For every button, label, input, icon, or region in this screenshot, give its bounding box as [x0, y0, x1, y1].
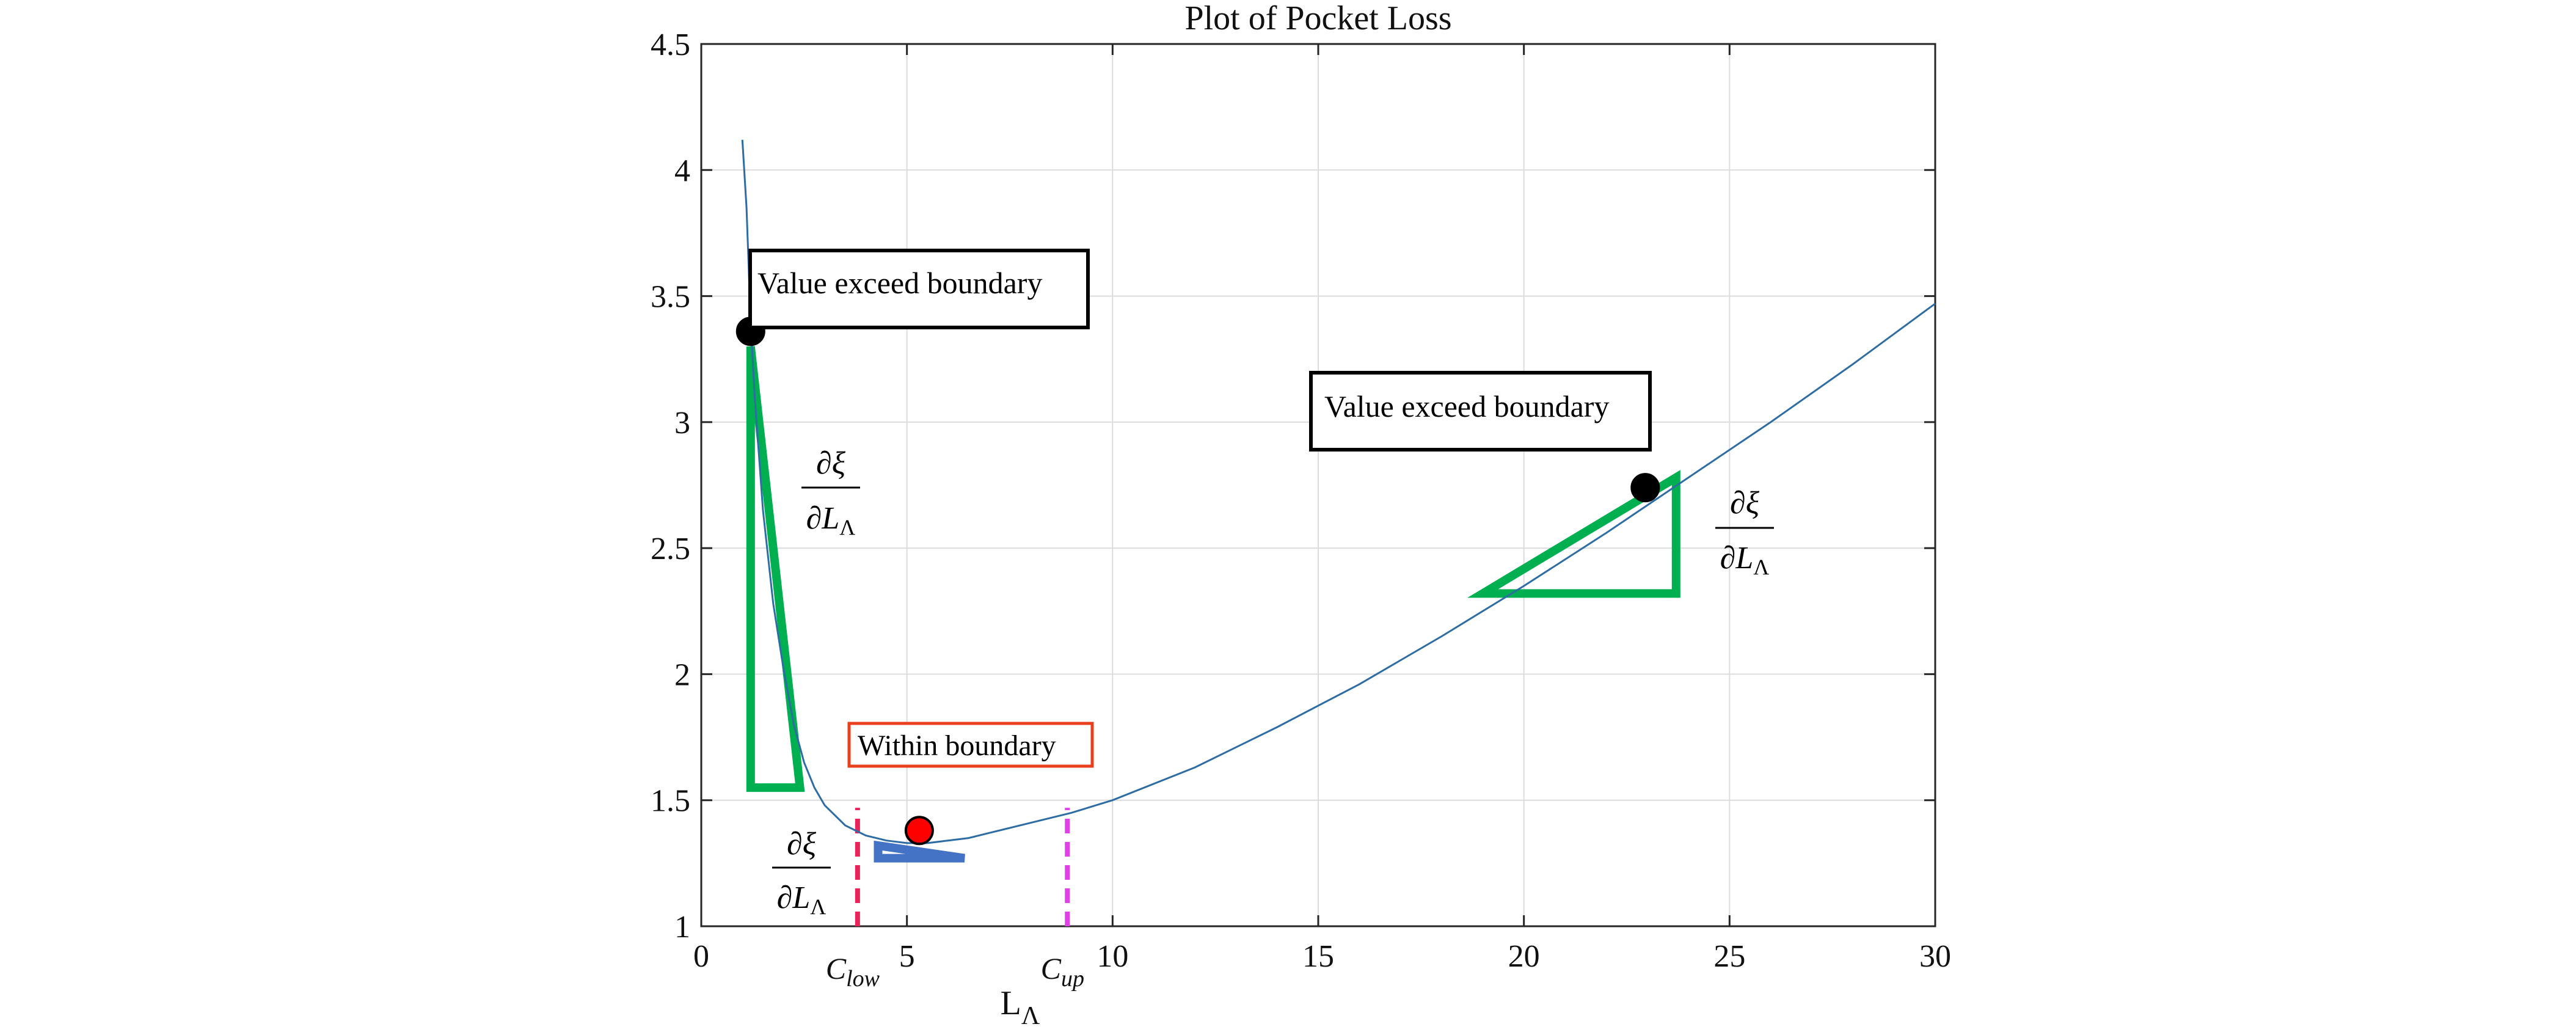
y-tick-label: 2 — [674, 657, 690, 692]
derivative-label-right: ∂ξ ∂LΛ — [1715, 486, 1774, 579]
x-tick-label: 30 — [1919, 939, 1951, 974]
y-tick-label: 4 — [674, 153, 690, 188]
x-tick-label: 0 — [693, 939, 709, 974]
axis-ticks: 0 5 10 15 20 25 30 1 1.5 2 2.5 3 3.5 4 4.5 — [651, 27, 1951, 974]
y-tick-label: 3.5 — [651, 280, 690, 315]
x-axis-label: LΛ — [1001, 984, 1040, 1030]
annotation-within-text: Within boundary — [858, 730, 1056, 762]
x-tick-label: 25 — [1713, 939, 1745, 974]
slope-triangle-1 — [746, 346, 805, 792]
derivative-left-numerator: ∂ξ — [816, 446, 846, 481]
y-tick-label: 3 — [674, 406, 690, 441]
annotation-left-text: Value exceed boundary — [757, 266, 1042, 300]
loss-curve — [741, 139, 1936, 844]
annotation-box-right: Value exceed boundary — [1309, 371, 1652, 452]
x-tick-label: 20 — [1508, 939, 1540, 974]
y-tick-label: 1 — [674, 910, 690, 945]
slope-triangle-3 — [1467, 470, 1680, 598]
x-tick-label: 10 — [1096, 939, 1128, 974]
highlight-point-2 — [904, 816, 934, 846]
x-tick-label: 5 — [899, 939, 915, 974]
derivative-right-denominator: ∂LΛ — [1720, 541, 1770, 579]
slope-triangles — [746, 346, 1680, 863]
grid-lines — [701, 44, 1935, 926]
derivative-right-numerator: ∂ξ — [1730, 486, 1760, 521]
derivative-label-left: ∂ξ ∂LΛ — [801, 446, 860, 539]
highlight-points — [735, 316, 1660, 846]
y-tick-label: 1.5 — [651, 784, 690, 819]
annotation-box-within: Within boundary — [847, 722, 1094, 768]
derivative-left-denominator: ∂LΛ — [806, 501, 856, 539]
highlight-point-3 — [1630, 473, 1660, 503]
annotation-right-text: Value exceed boundary — [1324, 389, 1609, 423]
boundary-lines: Clow Cup — [826, 808, 1084, 992]
derivative-bottom-denominator: ∂LΛ — [777, 880, 826, 919]
x-tick-label: 15 — [1302, 939, 1334, 974]
y-tick-label: 4.5 — [651, 27, 690, 62]
boundary-label-low: Clow — [826, 951, 880, 992]
derivative-label-bottom: ∂ξ ∂LΛ — [772, 827, 831, 919]
boundary-label-up: Cup — [1041, 951, 1084, 992]
y-tick-label: 2.5 — [651, 532, 690, 566]
chart-title: Plot of Pocket Loss — [1184, 0, 1451, 37]
annotation-box-left: Value exceed boundary — [748, 249, 1090, 329]
derivative-bottom-numerator: ∂ξ — [787, 827, 817, 861]
slope-triangle-2 — [874, 840, 965, 863]
